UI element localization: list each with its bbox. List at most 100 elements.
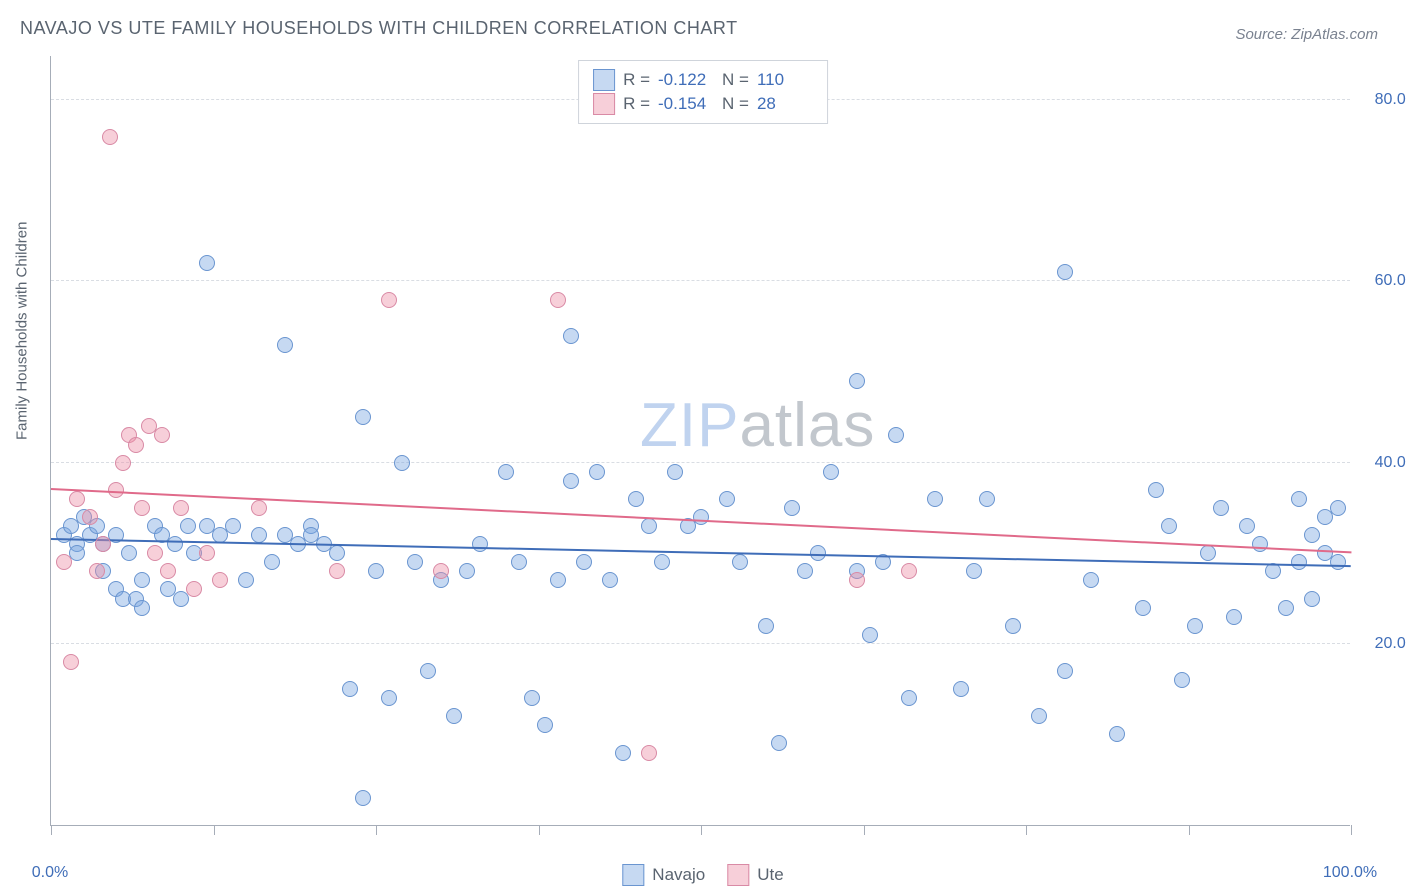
point-navajo	[407, 554, 423, 570]
point-navajo	[1109, 726, 1125, 742]
point-navajo	[524, 690, 540, 706]
point-ute	[550, 292, 566, 308]
point-navajo	[167, 536, 183, 552]
point-navajo	[342, 681, 358, 697]
point-ute	[251, 500, 267, 516]
point-ute	[381, 292, 397, 308]
r-label: R =	[623, 94, 650, 114]
y-tick-label: 40.0%	[1375, 454, 1406, 472]
point-navajo	[121, 545, 137, 561]
y-tick-label: 80.0%	[1375, 91, 1406, 109]
point-navajo	[1291, 491, 1307, 507]
point-navajo	[199, 255, 215, 271]
point-navajo	[134, 572, 150, 588]
r-value-ute: -0.154	[658, 94, 714, 114]
point-navajo	[693, 509, 709, 525]
point-navajo	[1057, 663, 1073, 679]
x-tick-label: 100.0%	[1323, 864, 1377, 882]
point-navajo	[966, 563, 982, 579]
x-tick	[701, 825, 702, 835]
point-navajo	[849, 373, 865, 389]
point-navajo	[1187, 618, 1203, 634]
point-navajo	[251, 527, 267, 543]
point-ute	[849, 572, 865, 588]
point-navajo	[355, 790, 371, 806]
point-ute	[115, 455, 131, 471]
point-navajo	[1213, 500, 1229, 516]
point-navajo	[225, 518, 241, 534]
point-navajo	[1330, 500, 1346, 516]
point-navajo	[797, 563, 813, 579]
point-navajo	[1291, 554, 1307, 570]
point-navajo	[264, 554, 280, 570]
point-navajo	[771, 735, 787, 751]
point-ute	[154, 427, 170, 443]
point-navajo	[563, 328, 579, 344]
point-ute	[641, 745, 657, 761]
point-ute	[160, 563, 176, 579]
point-navajo	[758, 618, 774, 634]
point-navajo	[1304, 527, 1320, 543]
point-navajo	[1057, 264, 1073, 280]
x-tick	[1351, 825, 1352, 835]
swatch-ute	[727, 864, 749, 886]
point-navajo	[459, 563, 475, 579]
point-ute	[95, 536, 111, 552]
point-ute	[329, 563, 345, 579]
point-navajo	[667, 464, 683, 480]
point-navajo	[901, 690, 917, 706]
point-navajo	[563, 473, 579, 489]
point-navajo	[1148, 482, 1164, 498]
grid-line	[51, 280, 1350, 281]
legend-label-navajo: Navajo	[652, 865, 705, 885]
point-ute	[128, 437, 144, 453]
point-navajo	[420, 663, 436, 679]
point-navajo	[1330, 554, 1346, 570]
stats-row-ute: R = -0.154 N = 28	[593, 93, 813, 115]
point-navajo	[641, 518, 657, 534]
swatch-ute	[593, 93, 615, 115]
point-navajo	[1174, 672, 1190, 688]
x-tick	[214, 825, 215, 835]
grid-line	[51, 462, 1350, 463]
source-attribution: Source: ZipAtlas.com	[1235, 26, 1378, 43]
x-tick	[376, 825, 377, 835]
point-navajo	[1265, 563, 1281, 579]
x-tick	[864, 825, 865, 835]
point-ute	[82, 509, 98, 525]
point-navajo	[537, 717, 553, 733]
point-navajo	[472, 536, 488, 552]
point-navajo	[602, 572, 618, 588]
n-value-navajo: 110	[757, 70, 813, 90]
point-navajo	[1031, 708, 1047, 724]
point-navajo	[134, 600, 150, 616]
bottom-legend: Navajo Ute	[622, 864, 783, 886]
y-axis-label: Family Households with Children	[14, 222, 31, 440]
point-navajo	[368, 563, 384, 579]
y-tick-label: 60.0%	[1375, 272, 1406, 290]
point-ute	[63, 654, 79, 670]
point-navajo	[1200, 545, 1216, 561]
swatch-navajo	[593, 69, 615, 91]
point-navajo	[615, 745, 631, 761]
point-navajo	[277, 337, 293, 353]
legend-label-ute: Ute	[757, 865, 783, 885]
point-navajo	[1239, 518, 1255, 534]
point-navajo	[1226, 609, 1242, 625]
point-navajo	[953, 681, 969, 697]
point-navajo	[329, 545, 345, 561]
x-tick-label: 0.0%	[32, 864, 68, 882]
point-ute	[173, 500, 189, 516]
legend-item-ute: Ute	[727, 864, 783, 886]
point-navajo	[1278, 600, 1294, 616]
point-navajo	[823, 464, 839, 480]
point-navajo	[576, 554, 592, 570]
point-ute	[212, 572, 228, 588]
point-navajo	[732, 554, 748, 570]
x-tick	[51, 825, 52, 835]
r-value-navajo: -0.122	[658, 70, 714, 90]
point-ute	[147, 545, 163, 561]
point-navajo	[784, 500, 800, 516]
point-navajo	[628, 491, 644, 507]
point-navajo	[1304, 591, 1320, 607]
